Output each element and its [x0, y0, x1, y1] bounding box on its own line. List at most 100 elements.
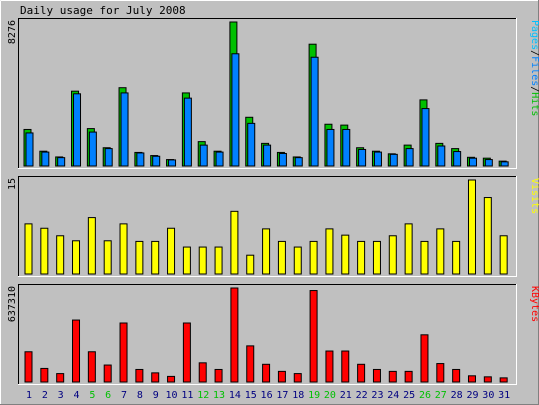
- x-tick-label-day-9: 9: [153, 390, 159, 401]
- bar-files-day-20: [326, 128, 335, 167]
- x-tick-label-day-20: 20: [324, 390, 336, 401]
- bar-files-day-15: [247, 122, 256, 167]
- x-tick-label-day-4: 4: [74, 390, 80, 401]
- bar-files-day-27: [437, 145, 446, 167]
- x-tick-label-day-25: 25: [403, 390, 415, 401]
- bar-kbytes-day-22: [357, 363, 366, 383]
- bar-kbytes-day-19: [309, 290, 318, 383]
- bar-files-day-9: [152, 155, 161, 167]
- bar-kbytes-day-6: [103, 364, 112, 383]
- bar-visits-day-11: [182, 246, 191, 275]
- bar-kbytes-day-12: [198, 362, 207, 383]
- bar-files-day-29: [468, 157, 477, 167]
- x-tick-label-day-30: 30: [482, 390, 494, 401]
- bar-kbytes-day-18: [293, 373, 302, 383]
- bar-visits-day-1: [24, 223, 33, 275]
- bar-kbytes-day-17: [277, 370, 286, 383]
- bar-files-day-7: [120, 92, 129, 167]
- bar-files-day-13: [215, 151, 224, 167]
- bar-visits-day-19: [309, 240, 318, 275]
- bar-files-day-25: [405, 148, 414, 167]
- bar-visits-day-28: [452, 240, 461, 275]
- panel-2: 15 Visits: [7, 176, 539, 277]
- bar-files-day-28: [453, 151, 462, 167]
- bar-files-day-10: [168, 159, 177, 167]
- x-tick-label-day-1: 1: [26, 390, 32, 401]
- bar-kbytes-day-1: [24, 351, 33, 383]
- bar-kbytes-day-30: [483, 376, 492, 383]
- bar-kbytes-day-4: [72, 319, 81, 383]
- bar-kbytes-day-21: [341, 350, 350, 383]
- bar-kbytes-day-2: [40, 367, 49, 383]
- bar-kbytes-day-9: [151, 372, 160, 383]
- x-tick-label-day-8: 8: [137, 390, 143, 401]
- bar-visits-day-5: [87, 217, 96, 275]
- legend-item-visits: Visits: [529, 178, 539, 214]
- bar-visits-day-30: [483, 197, 492, 275]
- x-tick-label-day-2: 2: [42, 390, 48, 401]
- bar-visits-day-14: [230, 210, 239, 275]
- x-tick-label-day-18: 18: [292, 390, 304, 401]
- bar-visits-day-27: [436, 228, 445, 275]
- bar-visits-day-3: [56, 235, 65, 275]
- bar-kbytes-day-11: [182, 322, 191, 383]
- bar-files-day-31: [500, 161, 509, 167]
- bar-visits-day-9: [151, 240, 160, 275]
- bar-files-day-6: [104, 148, 113, 167]
- bar-visits-day-31: [499, 235, 508, 275]
- bar-kbytes-day-5: [87, 351, 96, 383]
- x-tick-label-day-31: 31: [498, 390, 510, 401]
- bar-visits-day-22: [357, 240, 366, 275]
- bar-visits-day-24: [388, 235, 397, 275]
- x-tick-label-day-16: 16: [261, 390, 273, 401]
- y-max-label: 637310: [7, 286, 18, 322]
- bar-files-day-30: [484, 159, 493, 167]
- x-tick-labels: 1 2 3 4 5 6 7 8 9 10 11 12 13 14 15 16 17 18 19 20 21 22 23 24 2…: [26, 390, 510, 401]
- bar-kbytes-day-7: [119, 322, 128, 383]
- x-tick-label-day-12: 12: [197, 390, 209, 401]
- x-tick-label-day-26: 26: [419, 390, 431, 401]
- bar-kbytes-day-23: [372, 368, 381, 383]
- bar-files-day-14: [231, 53, 240, 167]
- bar-kbytes-day-25: [404, 370, 413, 383]
- bar-kbytes-day-14: [230, 287, 239, 383]
- bar-files-day-26: [421, 108, 430, 167]
- x-tick-label-day-21: 21: [340, 390, 352, 401]
- bar-visits-day-23: [372, 240, 381, 275]
- legend-item-kbytes: KBytes: [529, 286, 539, 322]
- bar-visits-day-2: [40, 227, 49, 275]
- bar-kbytes-day-3: [56, 373, 65, 383]
- bar-files-day-17: [278, 152, 287, 167]
- bar-visits-day-21: [341, 234, 350, 275]
- y-max-label: 8276: [7, 20, 18, 44]
- bar-visits-day-8: [135, 240, 144, 275]
- bar-kbytes-day-10: [167, 375, 176, 383]
- bar-files-day-18: [294, 157, 303, 167]
- bar-files-day-5: [88, 131, 97, 167]
- x-tick-label-day-15: 15: [245, 390, 257, 401]
- legend-separator: /: [529, 50, 539, 56]
- bar-visits-day-15: [246, 254, 255, 275]
- x-tick-label-day-11: 11: [181, 390, 193, 401]
- bar-visits-day-16: [262, 228, 271, 275]
- chart-title: Daily usage for July 2008: [20, 4, 186, 17]
- bar-kbytes-day-31: [499, 377, 508, 383]
- x-tick-label-day-19: 19: [308, 390, 320, 401]
- bar-files-day-21: [342, 128, 351, 167]
- bar-files-day-2: [41, 151, 50, 167]
- panel-1: 8276 Pages/Files/Hits: [7, 18, 539, 169]
- y-max-label: 15: [7, 178, 18, 190]
- legend-item-files: Files: [529, 56, 539, 86]
- bar-visits-day-25: [404, 223, 413, 275]
- x-tick-label-day-13: 13: [213, 390, 225, 401]
- bar-kbytes-day-24: [388, 370, 397, 383]
- bar-visits-day-20: [325, 228, 334, 275]
- bar-kbytes-day-29: [467, 375, 476, 383]
- bar-kbytes-day-28: [452, 368, 461, 383]
- bar-files-day-19: [310, 56, 319, 167]
- bar-visits-day-18: [293, 246, 302, 275]
- x-tick-label-day-7: 7: [121, 390, 127, 401]
- bar-kbytes-day-20: [325, 350, 334, 383]
- series-legend: Visits: [529, 178, 539, 214]
